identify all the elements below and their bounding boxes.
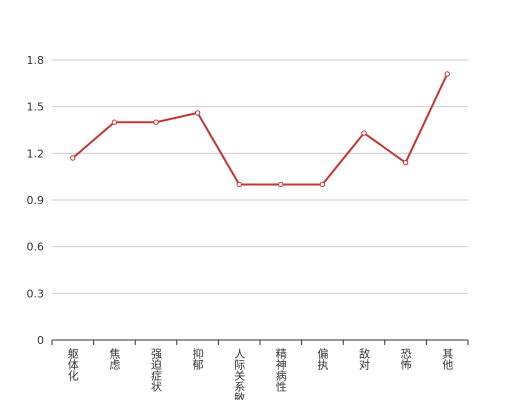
y-tick-label: 1.2 [27,147,45,160]
data-point [153,119,159,125]
x-tick-label: 其他 [441,348,454,370]
data-point [278,181,284,188]
y-tick-label: 1.5 [27,101,45,114]
y-tick-label: 0 [37,334,44,347]
data-line [72,73,449,186]
data-point [444,71,450,77]
x-tick-label: 人际关系敏感 [233,348,246,400]
data-point [361,130,367,136]
data-point [194,110,201,116]
data-point [236,181,242,188]
x-tick-label: 强迫症状 [150,348,163,392]
y-tick-label: 0.3 [27,287,45,300]
data-point [402,159,409,166]
x-tick-label: 精神病性 [274,348,287,393]
x-tick-label: 敌对 [358,347,371,370]
data-point [319,181,326,188]
x-tick-label: 焦虑 [108,348,121,370]
x-tick-label: 躯体化 [66,348,79,382]
x-tick-label: 恐怖 [399,348,412,370]
x-tick-label: 抑郁 [191,347,204,370]
y-tick-label: 0.9 [27,194,45,207]
y-tick-label: 1.8 [27,54,45,67]
data-point [70,155,76,161]
x-tick-label: 偏执 [316,347,329,371]
y-tick-label: 0.6 [27,241,45,254]
data-point [111,119,118,125]
